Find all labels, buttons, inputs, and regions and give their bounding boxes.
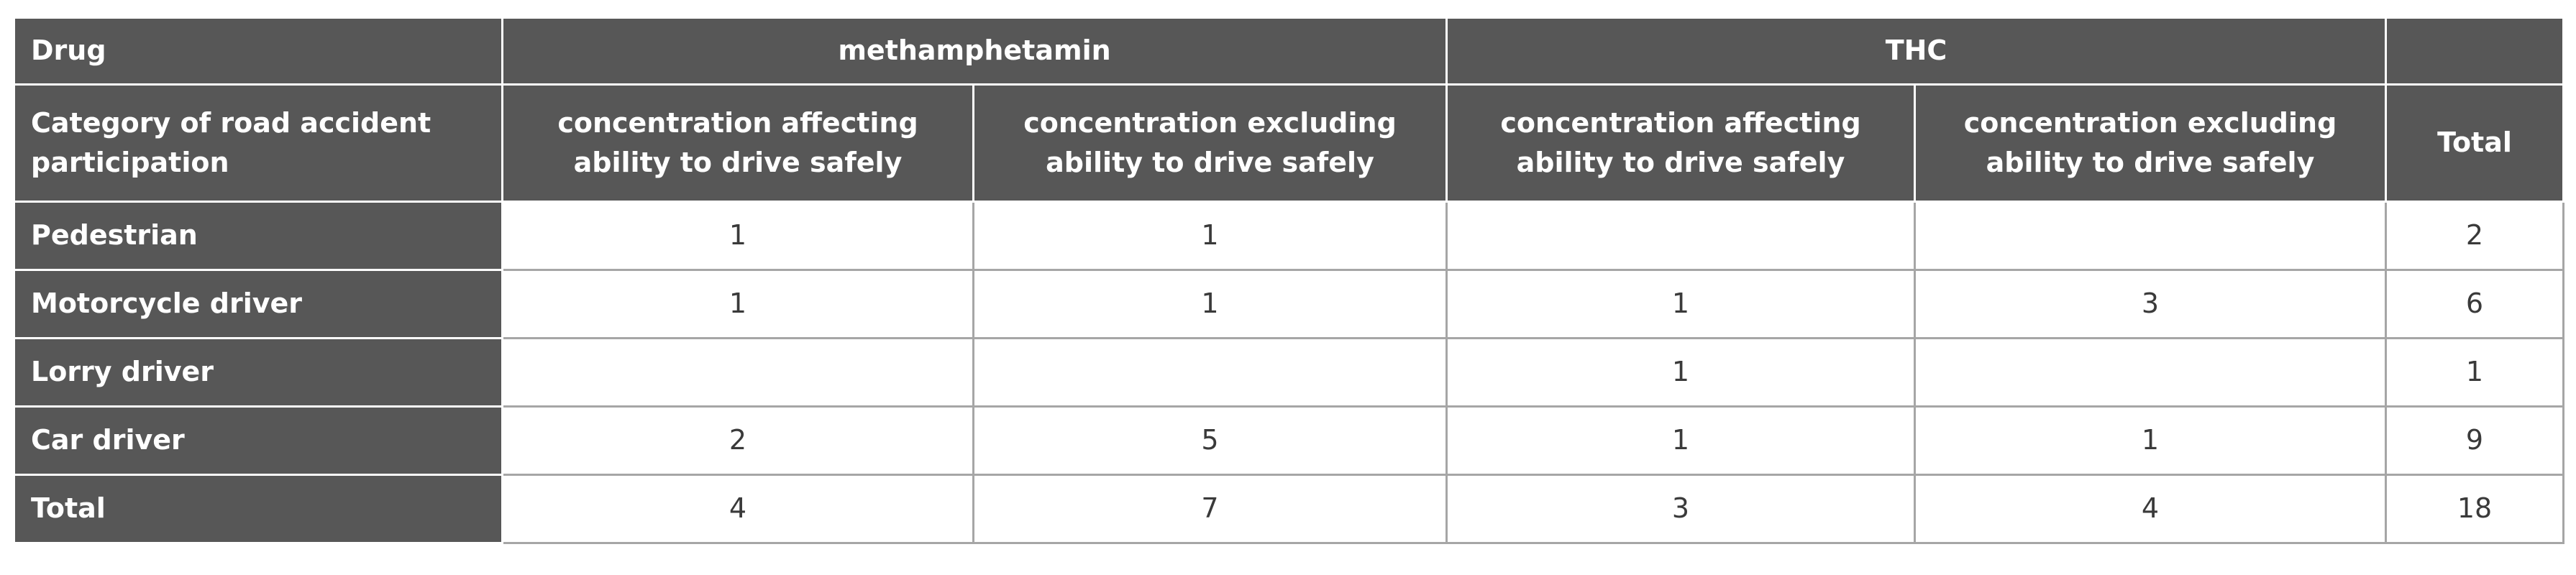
- subheader-cell: concentration excluding ability to drive…: [972, 83, 1448, 203]
- data-cell: 1: [972, 201, 1448, 271]
- table-row: Total 4 7 3 4 18: [13, 474, 2564, 544]
- group-header: methamphetamin: [501, 17, 1448, 86]
- data-cell: 1: [1445, 337, 1916, 408]
- row-label: Pedestrian: [13, 201, 503, 271]
- subheader-cell: concentration affecting ability to drive…: [501, 83, 974, 203]
- group-header: THC: [1445, 17, 2387, 86]
- data-cell: 4: [501, 474, 974, 544]
- data-cell: 1: [501, 201, 974, 271]
- row-label: Motorcycle driver: [13, 269, 503, 339]
- data-cell: 2: [2385, 201, 2564, 271]
- header-cell: Category of road accident participation: [13, 83, 503, 203]
- data-cell: 3: [1914, 269, 2387, 339]
- data-cell: [972, 337, 1448, 408]
- data-cell: 3: [1445, 474, 1916, 544]
- data-cell: 1: [1445, 269, 1916, 339]
- row-label: Lorry driver: [13, 337, 503, 408]
- data-cell: 9: [2385, 405, 2564, 476]
- data-cell: 4: [1914, 474, 2387, 544]
- table-row: Drug methamphetamin THC: [13, 17, 2564, 86]
- data-cell: 1: [972, 269, 1448, 339]
- data-cell: 5: [972, 405, 1448, 476]
- header-cell: [2385, 17, 2564, 86]
- table-row: Lorry driver 1 1: [13, 337, 2564, 408]
- data-cell: 6: [2385, 269, 2564, 339]
- data-cell: [1914, 201, 2387, 271]
- header-cell: Total: [2385, 83, 2564, 203]
- table-row: Motorcycle driver 1 1 1 3 6: [13, 269, 2564, 339]
- subheader-cell: concentration excluding ability to drive…: [1914, 83, 2387, 203]
- data-cell: [1445, 201, 1916, 271]
- table-row: Pedestrian 1 1 2: [13, 201, 2564, 271]
- data-cell: 1: [1914, 405, 2387, 476]
- data-cell: 1: [501, 269, 974, 339]
- row-label: Total: [13, 474, 503, 544]
- subheader-cell: concentration affecting ability to drive…: [1445, 83, 1916, 203]
- table-row: Category of road accident participation c…: [13, 83, 2564, 203]
- data-cell: [1914, 337, 2387, 408]
- table-wrap: Drug methamphetamin THC Category of road ac…: [13, 17, 2564, 544]
- data-table: Drug methamphetamin THC Category of road ac…: [13, 17, 2564, 544]
- header-cell: Drug: [13, 17, 503, 86]
- data-cell: 1: [2385, 337, 2564, 408]
- table-row: Car driver 2 5 1 1 9: [13, 405, 2564, 476]
- data-cell: 1: [1445, 405, 1916, 476]
- row-label: Car driver: [13, 405, 503, 476]
- data-cell: 18: [2385, 474, 2564, 544]
- data-cell: 7: [972, 474, 1448, 544]
- data-cell: [501, 337, 974, 408]
- data-cell: 2: [501, 405, 974, 476]
